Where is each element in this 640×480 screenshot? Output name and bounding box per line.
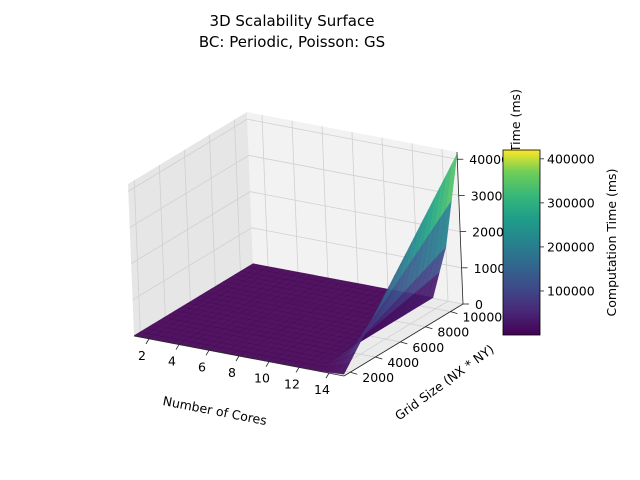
y-tick: [400, 341, 408, 345]
gridline-x-back: [351, 131, 359, 285]
x-tick-label: 14: [314, 382, 330, 397]
y-tick: [350, 371, 358, 375]
colorbar: 100000 200000 300000 400000 Computation Time…: [502, 149, 619, 336]
gridline-y-side: [183, 149, 191, 302]
x-tick: [265, 361, 270, 367]
x-tick: [325, 372, 330, 379]
gridline-z-back: [248, 155, 459, 196]
gridline-y-side: [209, 134, 216, 287]
colorbar-tick-label: 100000: [547, 283, 595, 298]
colorbar-tick-label: 400000: [547, 151, 595, 166]
y-tick-label: 10000: [462, 310, 502, 325]
x-tick: [145, 338, 150, 345]
y-tick: [375, 356, 383, 360]
x-tick: [175, 344, 180, 350]
y-tick-label: 8000: [437, 325, 469, 340]
chart-subtitle: BC: Periodic, Poisson: GS: [198, 33, 386, 51]
z-tick-label: 0: [475, 297, 483, 312]
surface-patch: [336, 362, 350, 375]
y-tick-label: 4000: [387, 355, 419, 370]
gridline-y-side: [158, 165, 166, 318]
gridline-x-back: [291, 120, 299, 273]
y-tick-label: 6000: [412, 340, 444, 355]
gridline-x-back: [321, 126, 329, 279]
gridline-z-back: [247, 118, 458, 160]
y-tick-label: 2000: [362, 370, 394, 385]
x-tick-label: 2: [138, 348, 146, 363]
x-axis-label: Number of Cores: [162, 393, 269, 428]
gridline-x-back: [381, 137, 389, 290]
z-axis-line: [456, 151, 464, 305]
x-tick: [235, 355, 240, 362]
colorbar-tick-label: 200000: [547, 239, 595, 254]
gridline-x-back: [261, 114, 269, 267]
x-tick-label: 6: [198, 359, 206, 374]
colorbar-tick-label: 300000: [547, 195, 595, 210]
gridline-y-side: [234, 119, 241, 272]
surface-mesh: [133, 153, 458, 375]
gridline-z-side: [128, 118, 248, 192]
gridline-y-side: [133, 180, 141, 333]
y-tick: [450, 311, 458, 314]
x-tick-label: 4: [168, 354, 176, 369]
gridline-z-side: [129, 155, 249, 228]
chart-title: 3D Scalability Surface: [209, 12, 375, 30]
x-tick-label: 12: [284, 376, 300, 391]
colorbar-label: Computation Time (ms): [604, 169, 619, 317]
x-tick-label: 8: [228, 365, 236, 380]
y-axis-label: Grid Size (NX * NY): [392, 341, 497, 423]
gridline-z-side: [130, 191, 251, 264]
x-tick: [205, 350, 210, 356]
colorbar-gradient: [502, 149, 541, 336]
x-tick: [295, 367, 300, 373]
x-tick-label: 10: [254, 371, 270, 386]
y-axis-line: [343, 303, 464, 377]
gridline-z-side: [132, 227, 252, 301]
y-tick: [425, 326, 433, 330]
